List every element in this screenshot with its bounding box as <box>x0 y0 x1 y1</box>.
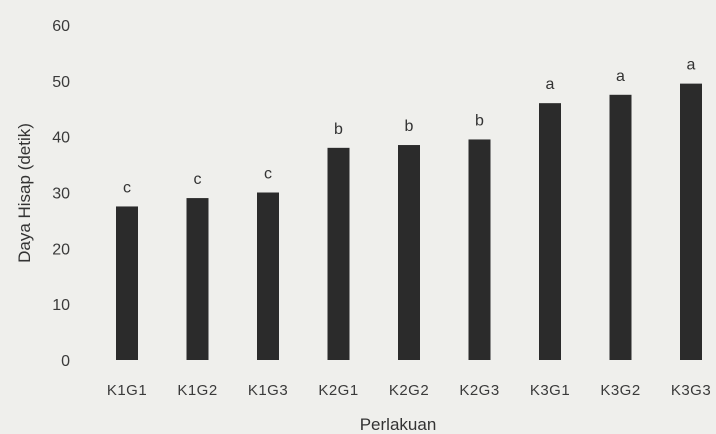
x-tick-label: K2G3 <box>459 382 499 399</box>
bar-k2g1 <box>327 147 350 360</box>
x-tick-label: K2G2 <box>389 382 429 399</box>
x-tick-label: K1G1 <box>107 382 147 399</box>
significance-letter: a <box>616 68 625 85</box>
x-tick-label: K3G3 <box>671 382 711 399</box>
bar-k2g3 <box>468 139 491 360</box>
y-tick-label: 50 <box>52 74 70 91</box>
significance-letter: b <box>334 121 343 138</box>
bar-k3g2 <box>609 94 632 361</box>
significance-letter: a <box>687 57 696 74</box>
bars <box>116 83 702 361</box>
x-axis-ticks: K1G1 K1G2 K1G3 K2G1 K2G2 K2G3 K3G1 K3G2 K3G3 <box>107 382 711 399</box>
significance-letters: c c c b b b a a a <box>123 57 696 197</box>
y-axis-title: Daya Hisap (detik) <box>15 123 34 263</box>
significance-letter: c <box>194 171 202 188</box>
significance-letter: a <box>546 76 555 93</box>
bar-k1g1 <box>116 206 138 360</box>
y-tick-label: 40 <box>52 130 70 147</box>
x-tick-label: K3G2 <box>600 382 640 399</box>
x-tick-label: K1G2 <box>177 382 217 399</box>
y-axis-ticks: 0 10 20 30 40 50 60 <box>52 18 70 370</box>
x-tick-label: K3G1 <box>530 382 570 399</box>
bar-k2g2 <box>398 145 420 360</box>
bar-k3g1 <box>539 103 561 361</box>
x-tick-label: K2G1 <box>318 382 358 399</box>
bar-k1g3 <box>257 192 279 360</box>
y-tick-label: 30 <box>52 186 70 203</box>
significance-letter: c <box>264 166 272 183</box>
y-tick-label: 60 <box>52 18 70 35</box>
x-tick-label: K1G3 <box>248 382 288 399</box>
significance-letter: c <box>123 179 131 196</box>
y-tick-label: 0 <box>61 353 70 370</box>
bar-k1g2 <box>186 198 209 360</box>
y-tick-label: 20 <box>52 241 70 258</box>
significance-letter: b <box>475 112 484 129</box>
x-axis-title: Perlakuan <box>360 415 437 434</box>
bar-k3g3 <box>680 83 702 360</box>
significance-letter: b <box>405 118 414 135</box>
y-tick-label: 10 <box>52 297 70 314</box>
